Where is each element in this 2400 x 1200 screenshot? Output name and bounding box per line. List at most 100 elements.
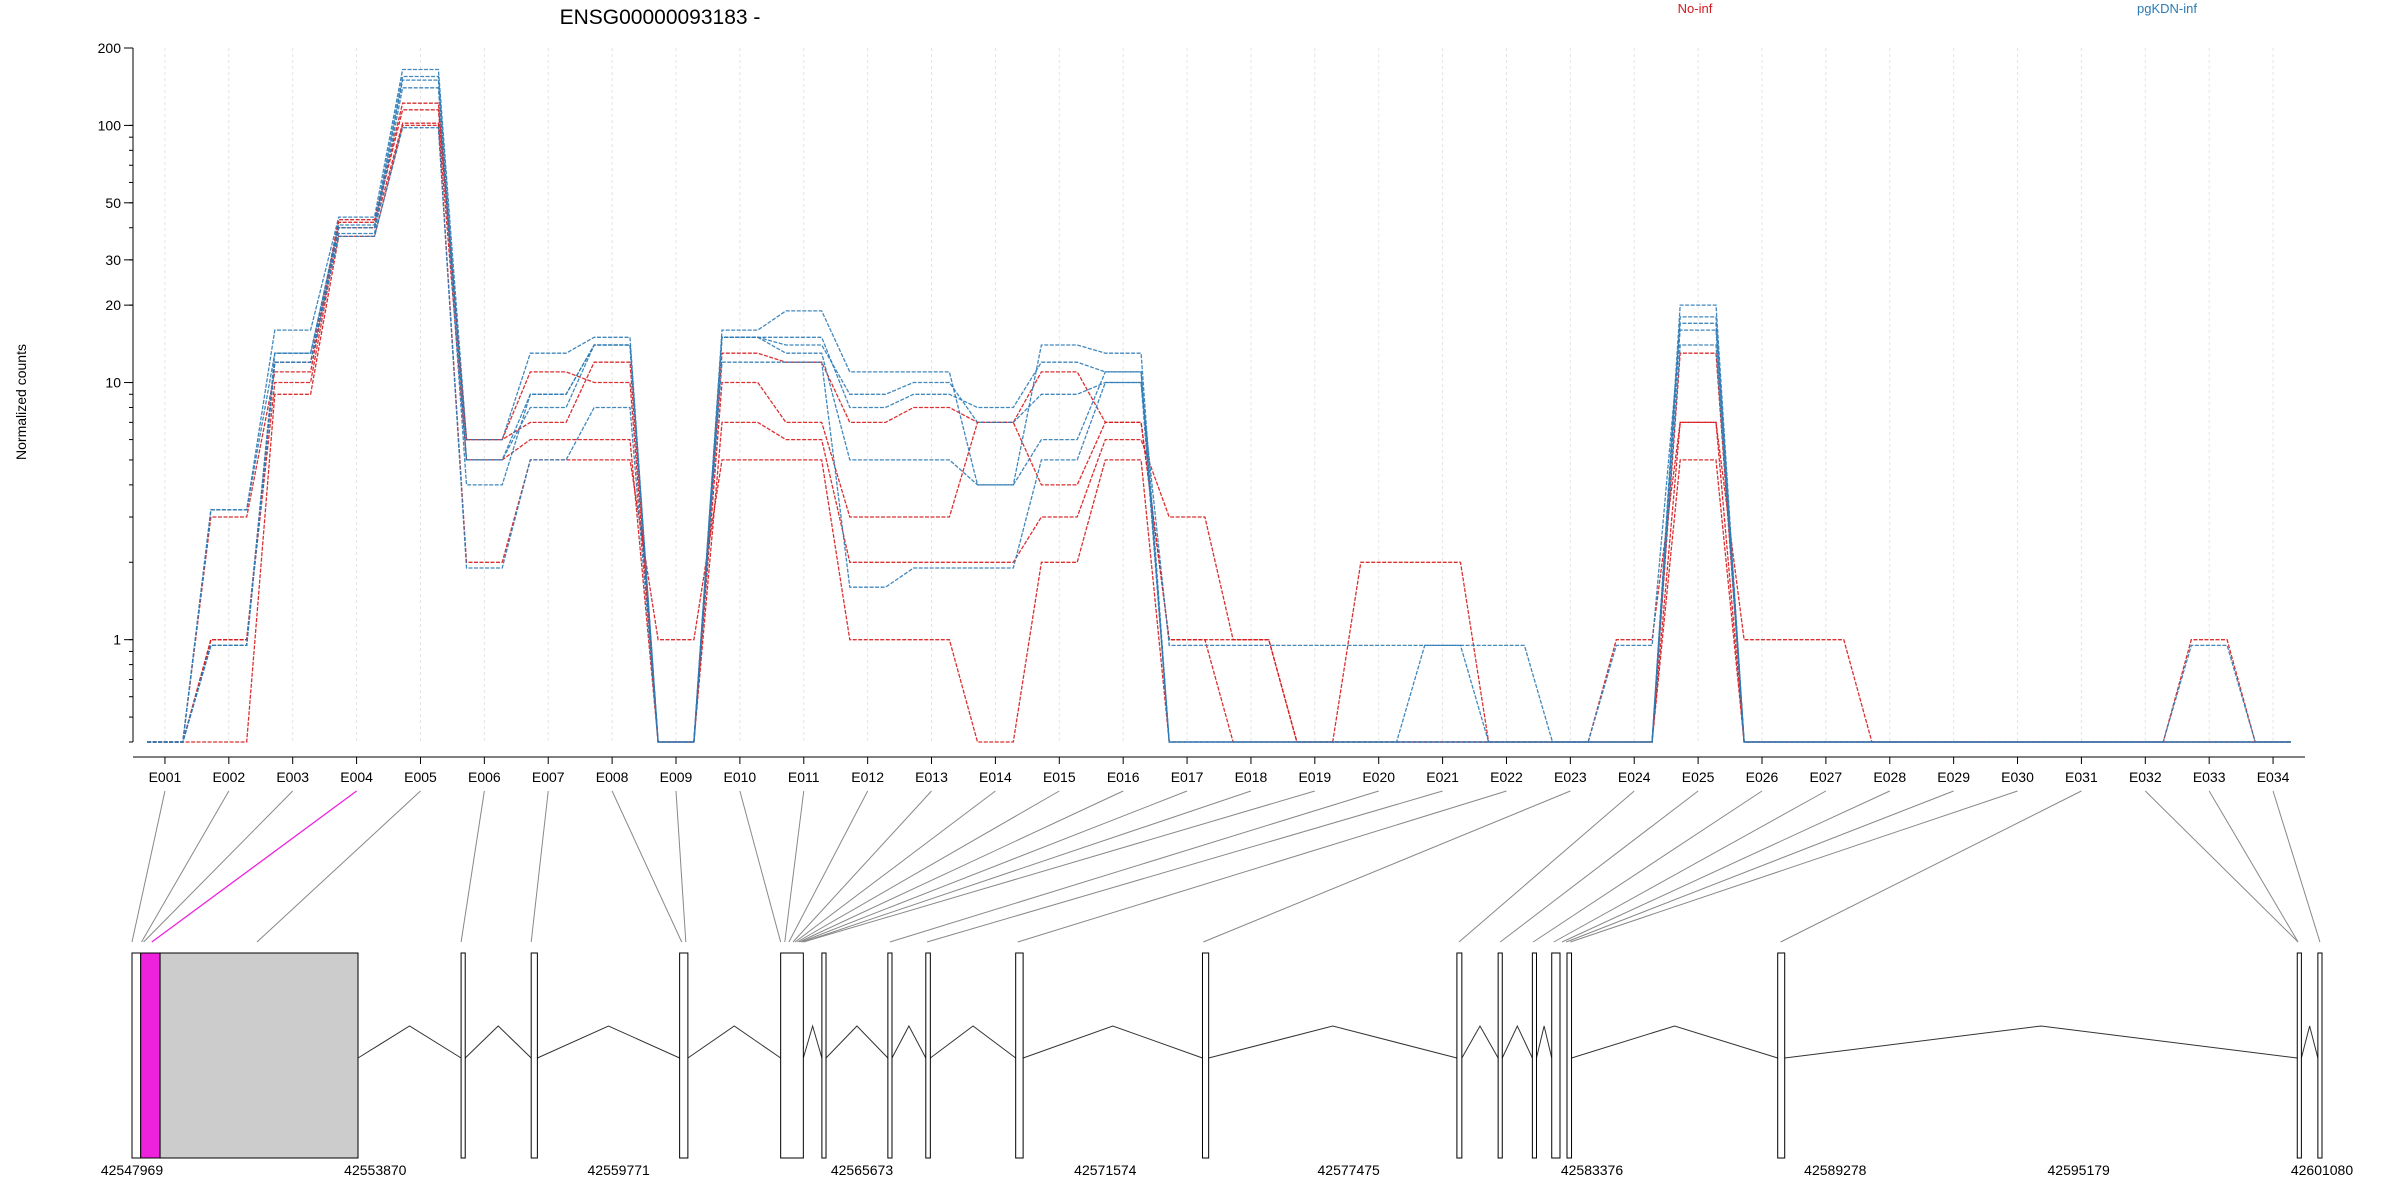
x-tick-label: E029 — [1937, 769, 1970, 785]
exon-link-line — [1203, 790, 1571, 943]
x-tick-label: E023 — [1554, 769, 1587, 785]
exon-link-line — [739, 790, 782, 943]
coordinate-label: 42601080 — [2291, 1162, 2354, 1178]
x-tick-label: E004 — [340, 769, 373, 785]
exon-link-line — [2272, 790, 2321, 943]
intron-line — [1022, 1025, 1203, 1059]
exon-box — [530, 952, 538, 1159]
exon-box — [780, 952, 804, 1159]
x-axis: E001 E002 E003 E004 E005 E006 E007 E008 E009 E010… — [133, 756, 2305, 785]
exon-link-line — [926, 790, 1443, 943]
x-tick-label: E016 — [1107, 769, 1140, 785]
exon-link-line — [1570, 790, 2018, 943]
coordinate-label: 42571574 — [1074, 1162, 1137, 1178]
coordinate-label: 42559771 — [588, 1162, 651, 1178]
intron-line — [802, 1024, 823, 1059]
x-tick-label: E014 — [979, 769, 1012, 785]
exon-box — [1566, 952, 1573, 1159]
exon-box — [1777, 952, 1786, 1159]
y-tick-label: 100 — [98, 117, 122, 133]
series-line — [147, 79, 2291, 743]
x-tick-label: E009 — [660, 769, 693, 785]
series-line — [147, 124, 2291, 743]
coordinate-label: 42565673 — [831, 1162, 894, 1178]
intron-line — [891, 1024, 927, 1059]
x-tick-label: E030 — [2001, 769, 2034, 785]
exon-link-line — [1561, 790, 1890, 943]
exon-link-line — [1499, 790, 1699, 943]
exon-box — [1531, 952, 1537, 1159]
exon-link-line — [131, 790, 166, 943]
exon-link-line — [1458, 790, 1635, 943]
series-line — [147, 122, 2291, 743]
exon-link-line — [256, 790, 421, 943]
series-line — [147, 68, 2291, 743]
x-tick-label: E032 — [2129, 769, 2162, 785]
intron-line — [537, 1025, 680, 1059]
exon-box — [2317, 952, 2323, 1159]
x-tick-label: E002 — [212, 769, 245, 785]
intron-line — [357, 1025, 462, 1059]
x-tick-label: E018 — [1235, 769, 1268, 785]
y-axis: 1 10 20 30 50 100 200 — [98, 40, 134, 743]
y-tick-label: 200 — [98, 40, 122, 56]
exon-link-line — [889, 790, 1379, 943]
exon-box — [925, 952, 931, 1159]
intron-line — [2300, 1025, 2319, 1059]
exon-link-line — [530, 790, 549, 943]
exon-box — [1015, 952, 1024, 1159]
gene-model — [131, 952, 2323, 1159]
series-line — [147, 127, 2291, 743]
exon-box — [159, 952, 359, 1159]
exon-link-line — [2208, 790, 2299, 943]
intron-line — [825, 1025, 889, 1059]
series-line — [147, 75, 2291, 743]
x-tick-label: E013 — [915, 769, 948, 785]
x-tick-label: E012 — [851, 769, 884, 785]
exon-link-line — [801, 790, 1188, 943]
x-tick-label: E031 — [2065, 769, 2098, 785]
exon-link-line — [143, 790, 294, 943]
x-tick-label: E007 — [532, 769, 565, 785]
coordinate-label: 42547969 — [101, 1162, 164, 1178]
legend-pgkdn-inf: pgKDN-inf — [2137, 1, 2197, 16]
intron-line — [1784, 1025, 2298, 1059]
coordinate-label: 42577475 — [1318, 1162, 1381, 1178]
exon-link-line — [611, 790, 683, 943]
x-tick-label: E025 — [1682, 769, 1715, 785]
y-tick-label: 30 — [105, 252, 121, 268]
coordinate-label: 42595179 — [2048, 1162, 2111, 1178]
exon-box — [1456, 952, 1463, 1159]
exon-box — [131, 952, 142, 1159]
intron-line — [687, 1025, 781, 1059]
series-line — [147, 102, 2291, 743]
exon-link-line — [1565, 790, 1954, 943]
exon-link-line — [1017, 790, 1507, 943]
x-tick-label: E027 — [1810, 769, 1843, 785]
intron-line — [1535, 1025, 1553, 1059]
x-tick-label: E024 — [1618, 769, 1651, 785]
exon-link-line — [1553, 790, 1827, 943]
x-tick-label: E026 — [1746, 769, 1779, 785]
exon-box — [140, 952, 161, 1159]
y-tick-label: 20 — [105, 297, 121, 313]
y-tick-label: 10 — [105, 375, 121, 391]
y-axis-label: Normalized counts — [13, 344, 29, 460]
x-tick-label: E028 — [1873, 769, 1906, 785]
coordinate-label: 42583376 — [1561, 1162, 1624, 1178]
exon-link-line — [803, 790, 1315, 943]
intron-line — [1501, 1024, 1533, 1059]
x-tick-label: E015 — [1043, 769, 1076, 785]
series-lines — [147, 68, 2291, 743]
exon-link-line — [1780, 790, 2082, 943]
intron-line — [464, 1025, 532, 1059]
coordinate-label: 42589278 — [1804, 1162, 1867, 1178]
exon-box — [887, 952, 893, 1159]
exon-box — [1551, 952, 1561, 1159]
x-tick-label: E005 — [404, 769, 437, 785]
exon-box — [821, 952, 827, 1159]
exon-link-line — [675, 790, 687, 943]
x-tick-label: E010 — [724, 769, 757, 785]
x-tick-label: E019 — [1298, 769, 1331, 785]
